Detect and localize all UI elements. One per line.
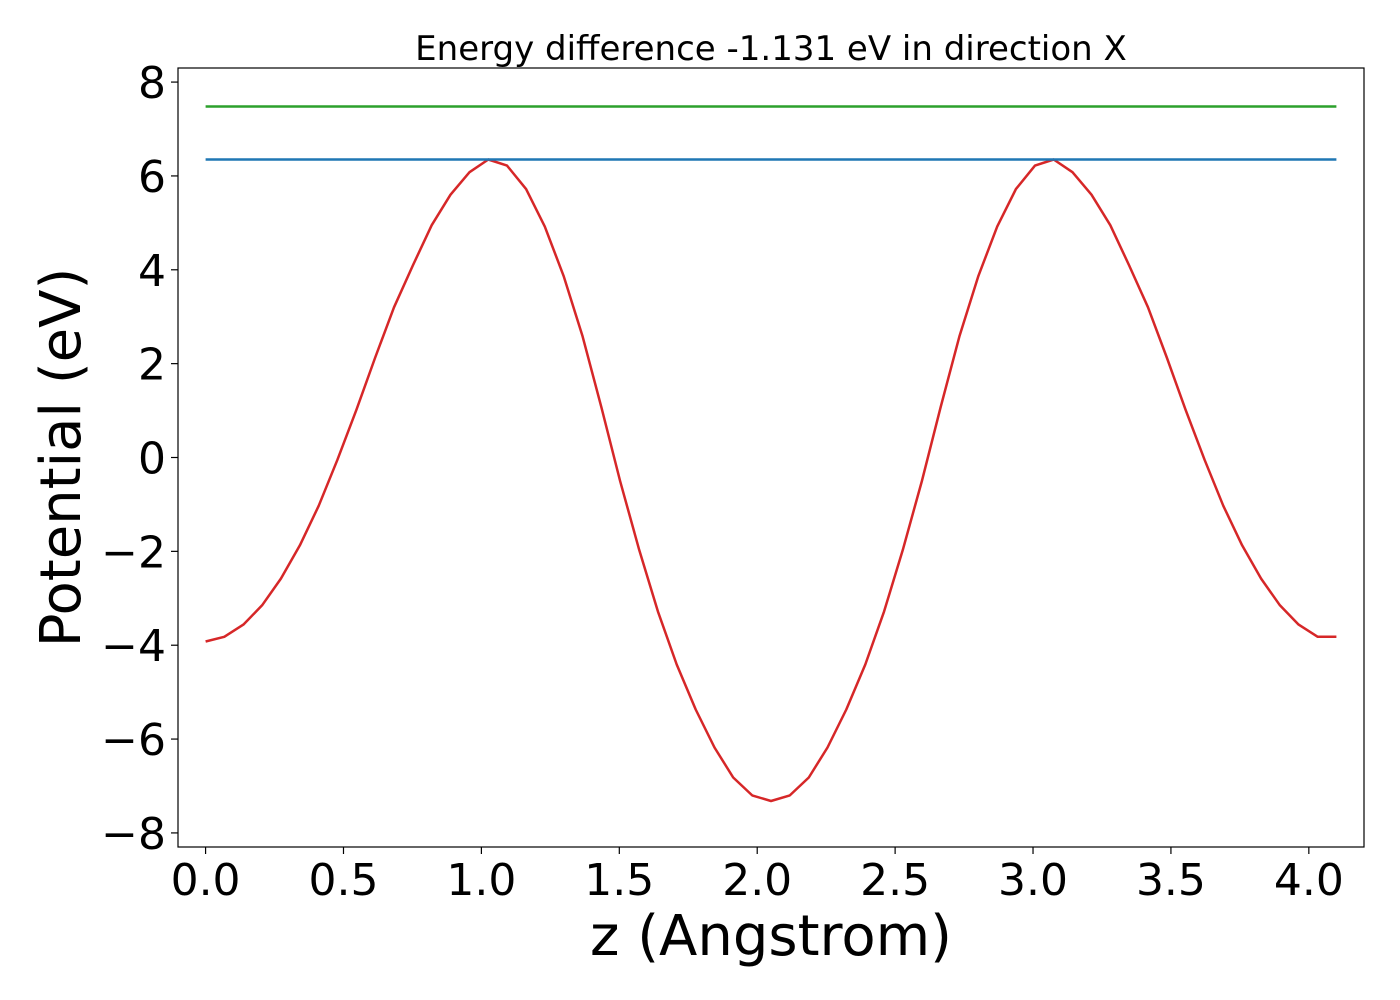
y-tick-label: −6 [101,715,166,766]
chart-title: Energy difference -1.131 eV in direction… [415,29,1127,69]
x-tick-label: 1.5 [584,855,654,906]
x-tick-label: 0.5 [308,855,378,906]
y-tick-label: −2 [101,527,166,578]
series-layer [205,105,1337,803]
x-tick-label: 0.0 [171,855,241,906]
x-tick-label: 4.0 [1274,855,1344,906]
y-tick-label: −8 [101,809,166,860]
x-tick-label: 2.0 [722,855,792,906]
y-tick-label: 4 [138,246,166,297]
y-tick-label: 2 [138,340,166,391]
x-tick-label: 2.5 [860,855,930,906]
x-tick-label: 3.5 [1136,855,1206,906]
x-tick-label: 3.0 [998,855,1068,906]
y-tick-label: 0 [138,434,166,485]
y-axis: −8 −6 −4 −2 0 2 4 6 8 [101,58,178,860]
y-tick-label: 8 [138,58,166,109]
y-tick-label: −4 [101,621,166,672]
x-axis-title: z (Angstrom) [590,904,952,969]
y-tick-label: 6 [138,152,166,203]
x-tick-label: 1.0 [446,855,516,906]
y-axis-title: Potential (eV) [29,268,94,648]
x-axis: 0.0 0.5 1.0 1.5 2.0 2.5 3.0 3.5 4.0 [171,847,1344,906]
series-line-0 [205,158,1337,803]
